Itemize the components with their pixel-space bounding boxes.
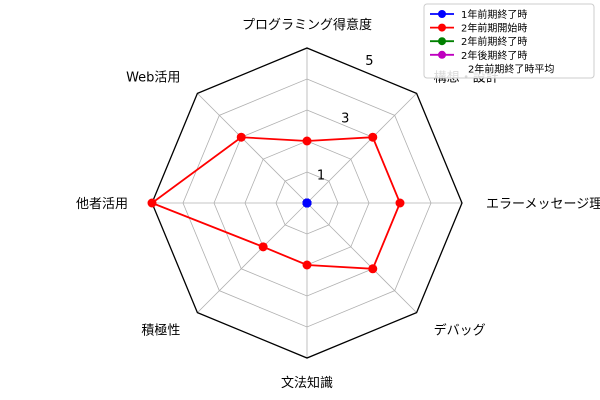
series: [302, 198, 312, 208]
legend-item: 2年前期終了時: [430, 35, 527, 48]
data-point: [302, 198, 312, 208]
legend-swatch-marker: [438, 50, 446, 59]
data-point: [258, 242, 268, 252]
axis-label: 文法知識: [281, 375, 333, 391]
data-point: [236, 132, 246, 142]
axis-label: デバッグ: [434, 323, 486, 339]
axis-label: プログラミング得意度: [242, 17, 372, 33]
data-point: [302, 136, 312, 146]
legend-swatch-marker: [438, 37, 446, 46]
radar-frame: [151, 47, 463, 359]
data-point: [368, 264, 378, 274]
axis-label: 積極性: [141, 323, 180, 339]
legend-item: 1年前期終了時: [430, 8, 527, 21]
radar-spoke: [197, 93, 308, 204]
axis-label: Web活用: [126, 70, 180, 85]
axis-label: 他者活用: [76, 197, 128, 212]
radial-ticks: 1 3 5: [317, 54, 374, 183]
legend-label: 2年前期終了時: [461, 35, 527, 48]
legend-box: [423, 3, 595, 79]
radar-spoke: [306, 93, 417, 204]
legend-item: 2年前期終了時平均: [468, 62, 554, 75]
data-point: [368, 132, 378, 142]
data-point: [147, 198, 157, 208]
series-layer: [147, 132, 405, 274]
legend-label: 2年後期終了時: [461, 49, 527, 62]
legend-item: 2年後期終了時: [430, 49, 527, 62]
radial-tick-label: 5: [365, 54, 373, 69]
legend-label: 2年前期終了時平均: [468, 62, 554, 75]
data-point: [395, 198, 405, 208]
radial-tick-label: 3: [341, 111, 349, 126]
series: [147, 132, 405, 274]
axis-label: エラーメッセージ理解: [486, 197, 600, 212]
axis-labels: プログラミング得意度構想・設計エラーメッセージ理解デバッグ文法知識積極性他者活用…: [76, 17, 600, 391]
legend-item: 2年前期開始時: [430, 22, 527, 35]
radar-spoke: [306, 202, 417, 313]
legend-swatch-marker: [438, 23, 446, 32]
legend-swatch-marker: [438, 10, 446, 18]
data-point: [302, 260, 312, 270]
radar-grid-ring: [275, 171, 339, 235]
radial-tick-label: 1: [317, 168, 325, 183]
legend-label: 1年前期終了時: [461, 8, 527, 21]
radar-grid-ring: [182, 78, 432, 328]
radar-spoke: [197, 202, 308, 313]
legend-label: 2年前期開始時: [461, 22, 527, 35]
